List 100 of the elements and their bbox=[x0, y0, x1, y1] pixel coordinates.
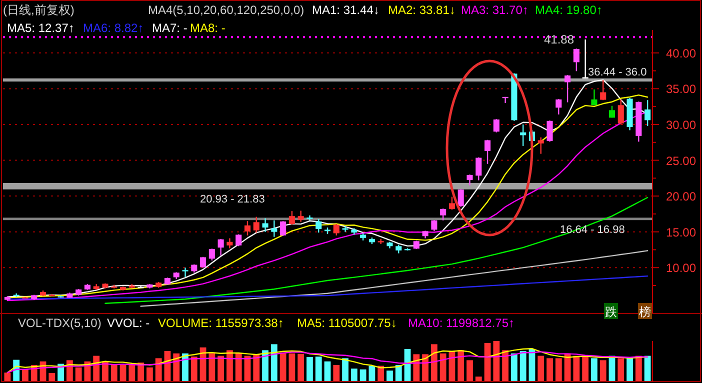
bar bbox=[22, 369, 28, 381]
bar bbox=[573, 356, 580, 381]
line-series bbox=[104, 196, 648, 304]
bar bbox=[235, 353, 242, 381]
y-tick-label: 10.00 bbox=[666, 261, 696, 276]
bar bbox=[342, 358, 348, 381]
bar bbox=[280, 353, 286, 381]
bar bbox=[484, 343, 491, 381]
candlestick bbox=[644, 100, 651, 127]
bar bbox=[360, 369, 366, 381]
y-tick-label: 20.00 bbox=[666, 190, 696, 204]
candlestick bbox=[591, 88, 598, 106]
chart-title: (日线,前复权) bbox=[3, 3, 74, 17]
text: MA2: 33.81↓ bbox=[388, 3, 456, 17]
text: MA3: 31.70↑ bbox=[461, 3, 528, 17]
candlestick bbox=[476, 156, 482, 181]
candlestick bbox=[218, 238, 224, 256]
candlestick bbox=[493, 118, 500, 133]
bar bbox=[48, 373, 56, 381]
annotation: MA6: 8.82↑ bbox=[83, 21, 144, 35]
candlestick bbox=[298, 210, 304, 222]
bar bbox=[333, 365, 340, 381]
bar bbox=[253, 354, 260, 381]
bar bbox=[546, 358, 553, 381]
bar bbox=[458, 350, 464, 381]
bar bbox=[600, 360, 606, 381]
y-tick-label: 15.00 bbox=[666, 225, 696, 240]
bar bbox=[368, 366, 376, 381]
band-label: 20.93 - 21.83 bbox=[200, 193, 265, 206]
candlestick bbox=[448, 196, 455, 210]
bar bbox=[555, 358, 562, 381]
text: MA4: 19.80↑ bbox=[535, 3, 602, 17]
bar bbox=[502, 350, 509, 381]
candlestick bbox=[618, 98, 624, 126]
bar bbox=[635, 356, 642, 381]
candlestick bbox=[208, 248, 215, 262]
bar bbox=[93, 356, 100, 381]
bar bbox=[262, 350, 268, 381]
bar bbox=[413, 354, 420, 381]
bar bbox=[4, 372, 11, 381]
band-label: 36.44 - 36.0 bbox=[588, 66, 647, 78]
bar bbox=[466, 360, 473, 381]
bar bbox=[315, 356, 322, 381]
y-tick-label: 25.00 bbox=[666, 154, 696, 168]
candlestick bbox=[466, 174, 473, 186]
bar bbox=[288, 353, 296, 381]
bar bbox=[350, 368, 358, 381]
text: VOL-TDX(5,10) bbox=[18, 316, 102, 330]
candlestick bbox=[546, 120, 553, 142]
candlestick bbox=[573, 48, 580, 72]
bar bbox=[520, 351, 526, 381]
candlestick bbox=[262, 218, 268, 232]
bar bbox=[155, 358, 162, 381]
candlestick bbox=[226, 238, 233, 249]
bar bbox=[386, 370, 393, 381]
candlestick bbox=[440, 208, 446, 221]
annotation: 41.88 bbox=[544, 32, 574, 46]
bar bbox=[146, 367, 153, 381]
bar bbox=[226, 350, 233, 381]
candlestick bbox=[458, 188, 464, 208]
candlestick bbox=[280, 220, 286, 236]
candlestick bbox=[244, 220, 251, 236]
bar bbox=[120, 365, 126, 381]
candlestick bbox=[556, 98, 562, 116]
text: VVOL: - bbox=[107, 316, 150, 330]
bar bbox=[582, 356, 589, 381]
bar bbox=[270, 344, 278, 381]
bar bbox=[208, 353, 216, 381]
bar bbox=[298, 354, 304, 381]
bar bbox=[511, 353, 518, 381]
candlestick bbox=[288, 210, 295, 226]
bar bbox=[128, 365, 136, 381]
candlestick bbox=[431, 219, 438, 232]
annotation: MA7: - bbox=[152, 21, 188, 35]
bar bbox=[493, 341, 500, 381]
bar bbox=[538, 356, 544, 381]
candlestick bbox=[484, 139, 491, 164]
y-tick-label: 40.00 bbox=[666, 46, 696, 60]
annotation: 跌 bbox=[605, 305, 617, 319]
bar bbox=[626, 358, 633, 381]
annotation: MA8: - bbox=[190, 21, 226, 35]
bar bbox=[182, 353, 188, 381]
bar bbox=[430, 344, 438, 381]
bar bbox=[306, 357, 313, 381]
bar bbox=[395, 365, 402, 381]
candlestick bbox=[253, 216, 260, 234]
bar bbox=[110, 365, 118, 381]
candlestick bbox=[333, 223, 340, 236]
bar bbox=[591, 358, 598, 381]
candlestick bbox=[316, 218, 322, 234]
annotation: 榜 bbox=[639, 305, 651, 319]
bar bbox=[218, 356, 224, 381]
candlestick bbox=[564, 74, 571, 103]
y-tick-label: 30.00 bbox=[666, 118, 696, 132]
bar bbox=[440, 353, 446, 381]
annotation: MA5: 12.37↑ bbox=[7, 21, 74, 35]
bar bbox=[644, 356, 651, 381]
text: MA5: 1105007.75↓ bbox=[297, 316, 397, 330]
candlestick bbox=[182, 267, 188, 278]
candlestick bbox=[271, 220, 278, 238]
